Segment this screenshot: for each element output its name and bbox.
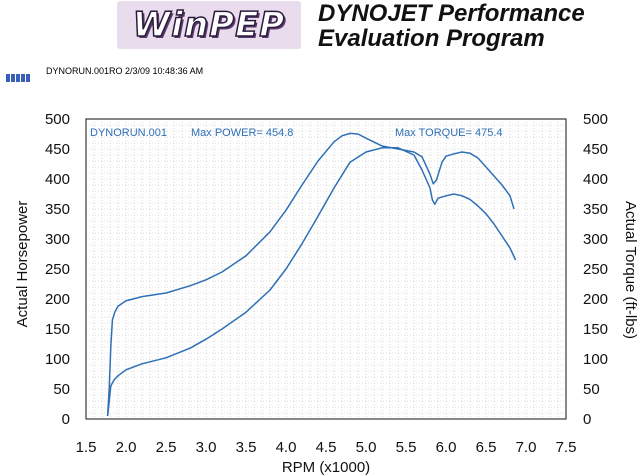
y-right-tick-labels: 0 50 100 150 200 250 300 350 400 450 500	[583, 111, 608, 428]
x-tick-label: 3.0	[196, 439, 217, 456]
x-tick-label: 7.0	[516, 439, 537, 456]
brand-line-1: DYNOJET Performance	[318, 0, 585, 27]
brand-line-2: Evaluation Program	[318, 25, 545, 52]
y-right-tick-label: 150	[583, 321, 608, 338]
run-label: DYNORUN.001	[90, 127, 167, 139]
y-right-tick-label: 450	[583, 141, 608, 158]
x-tick-label: 6.0	[436, 439, 457, 456]
file-id: DYNORUN.001RO 2/3/09 10:48:36 AM	[46, 66, 204, 76]
y-axis-title-left: Actual Horsepower	[14, 201, 31, 328]
x-tick-label: 2.0	[116, 439, 137, 456]
brand-title: DYNOJET Performance Evaluation Program	[318, 1, 585, 51]
x-tick-label: 7.5	[556, 439, 577, 456]
series-lines	[106, 132, 517, 417]
y-left-tick-label: 0	[62, 411, 70, 428]
y-left-tick-labels: 0 50 100 150 200 250 300 350 400 450 500	[45, 111, 70, 428]
toolbar-icon-strip	[6, 69, 32, 82]
y-left-tick-label: 350	[45, 201, 70, 218]
x-tick-label: 5.5	[396, 439, 417, 456]
winpep-logo: WinPEP	[117, 1, 301, 49]
y-axis-title-right: Actual Torque (ft-lbs)	[622, 201, 639, 339]
y-left-tick-label: 150	[45, 321, 70, 338]
max-power-label: Max POWER= 454.8	[191, 127, 293, 139]
y-left-tick-label: 250	[45, 261, 70, 278]
y-right-tick-label: 500	[583, 111, 608, 128]
series-line-2	[106, 147, 517, 417]
y-right-tick-label: 50	[583, 381, 600, 398]
x-tick-label: 4.0	[276, 439, 297, 456]
logo-text: WinPEP	[132, 4, 286, 46]
series-line-1	[106, 132, 515, 417]
y-right-tick-label: 0	[583, 411, 591, 428]
y-right-tick-label: 200	[583, 291, 608, 308]
y-left-tick-label: 50	[53, 381, 70, 398]
x-tick-label: 6.5	[476, 439, 497, 456]
chart-grid	[86, 119, 566, 419]
plot-frame	[85, 118, 567, 420]
y-left-tick-label: 300	[45, 231, 70, 248]
y-left-tick-label: 500	[45, 111, 70, 128]
y-left-tick-label: 450	[45, 141, 70, 158]
y-right-tick-label: 100	[583, 351, 608, 368]
y-left-tick-label: 400	[45, 171, 70, 188]
x-tick-label: 1.5	[76, 439, 97, 456]
y-right-tick-label: 350	[583, 201, 608, 218]
y-right-tick-label: 300	[583, 231, 608, 248]
x-tick-label: 2.5	[156, 439, 177, 456]
x-tick-label: 3.5	[236, 439, 257, 456]
x-tick-label: 4.5	[316, 439, 337, 456]
x-tick-label: 5.0	[356, 439, 377, 456]
y-right-tick-label: 250	[583, 261, 608, 278]
y-left-tick-label: 100	[45, 351, 70, 368]
x-tick-labels: 1.5 2.0 2.5 3.0 3.5 4.0 4.5 5.0 5.5 6.0 6.5 7.0 7.5	[76, 439, 577, 456]
max-torque-label: Max TORQUE= 475.4	[395, 127, 503, 139]
y-left-tick-label: 200	[45, 291, 70, 308]
y-right-tick-label: 400	[583, 171, 608, 188]
x-axis-title: RPM (x1000)	[282, 459, 370, 476]
